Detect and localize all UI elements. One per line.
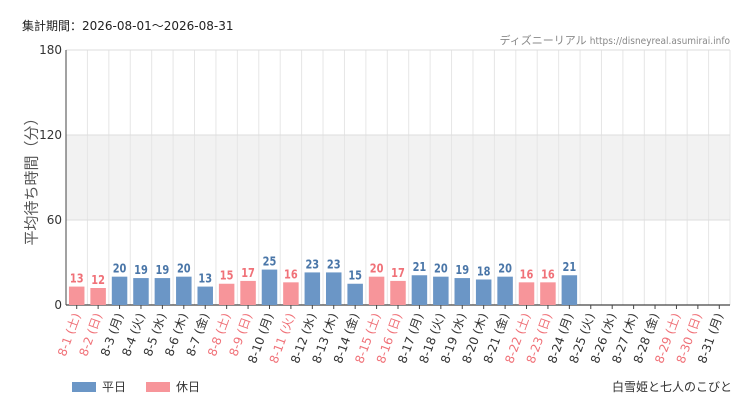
legend: 平日 休日 (72, 378, 200, 395)
bar-value-label: 15 (220, 269, 234, 283)
bar-value-label: 16 (284, 267, 298, 281)
legend-label-weekday: 平日 (102, 380, 127, 394)
y-tick-label: 180 (39, 43, 62, 57)
bar[interactable] (154, 278, 171, 305)
bar-value-label: 20 (177, 262, 191, 276)
bar-value-label: 15 (348, 269, 362, 283)
bar-value-label: 16 (520, 267, 534, 281)
bar[interactable] (325, 272, 342, 305)
bar[interactable] (433, 276, 449, 305)
bar-value-label: 18 (477, 265, 491, 279)
bar[interactable] (90, 288, 106, 305)
legend-swatch-weekday (72, 381, 96, 392)
bar-value-label: 16 (541, 267, 555, 281)
legend-swatch-holiday (146, 381, 171, 392)
shaded-band (66, 135, 730, 220)
bar-value-label: 25 (263, 255, 277, 269)
bar[interactable] (540, 282, 556, 305)
bar-value-label: 23 (327, 257, 341, 271)
y-tick-label: 60 (47, 213, 62, 227)
bar-value-label: 21 (563, 260, 577, 274)
bar[interactable] (475, 279, 492, 306)
bar[interactable] (283, 282, 299, 305)
bar[interactable] (518, 282, 535, 305)
legend-item-weekday[interactable]: 平日 (72, 378, 126, 395)
bar-value-label: 17 (241, 266, 255, 280)
bar-value-label: 17 (391, 266, 405, 280)
bar[interactable] (111, 276, 128, 305)
bar-value-label: 21 (413, 260, 427, 274)
bar-value-label: 20 (113, 262, 127, 276)
legend-label-holiday: 休日 (176, 380, 201, 394)
collection-period: 集計期間：2026-08-01〜2026-08-31 (22, 19, 234, 33)
bar-value-label: 19 (156, 263, 170, 277)
bar[interactable] (454, 278, 471, 305)
bar-value-label: 20 (434, 262, 448, 276)
bar-value-label: 13 (70, 272, 84, 286)
bar[interactable] (240, 280, 256, 305)
bar[interactable] (368, 276, 385, 305)
bar[interactable] (261, 269, 278, 305)
bar[interactable] (176, 276, 192, 305)
bar[interactable] (497, 276, 513, 305)
bar[interactable] (390, 280, 406, 305)
bar[interactable] (304, 272, 321, 305)
credit-site-url[interactable]: https://disneyreal.asumirai.info (589, 36, 730, 47)
bar[interactable] (133, 278, 149, 305)
bar[interactable] (218, 283, 235, 305)
bar[interactable] (411, 275, 428, 305)
credit-site-name: ディズニーリアル (499, 34, 587, 47)
bar-value-label: 20 (370, 262, 384, 276)
bar-value-label: 19 (134, 263, 148, 277)
attraction-name: 白雪姫と七人のこびと (611, 380, 732, 394)
bar-value-label: 20 (498, 262, 512, 276)
bar[interactable] (347, 283, 363, 305)
bar-value-label: 13 (198, 272, 212, 286)
bar-value-label: 23 (305, 257, 319, 271)
bar[interactable] (68, 286, 85, 305)
site-credit: ディズニーリアル https://disneyreal.asumirai.inf… (500, 32, 730, 48)
y-tick-label: 120 (39, 128, 62, 142)
bar-value-label: 19 (455, 263, 469, 277)
bar-value-label: 12 (91, 273, 105, 287)
legend-item-holiday[interactable]: 休日 (146, 378, 200, 395)
bar[interactable] (197, 286, 213, 305)
bar[interactable] (561, 275, 578, 305)
y-tick-label: 0 (54, 298, 62, 312)
